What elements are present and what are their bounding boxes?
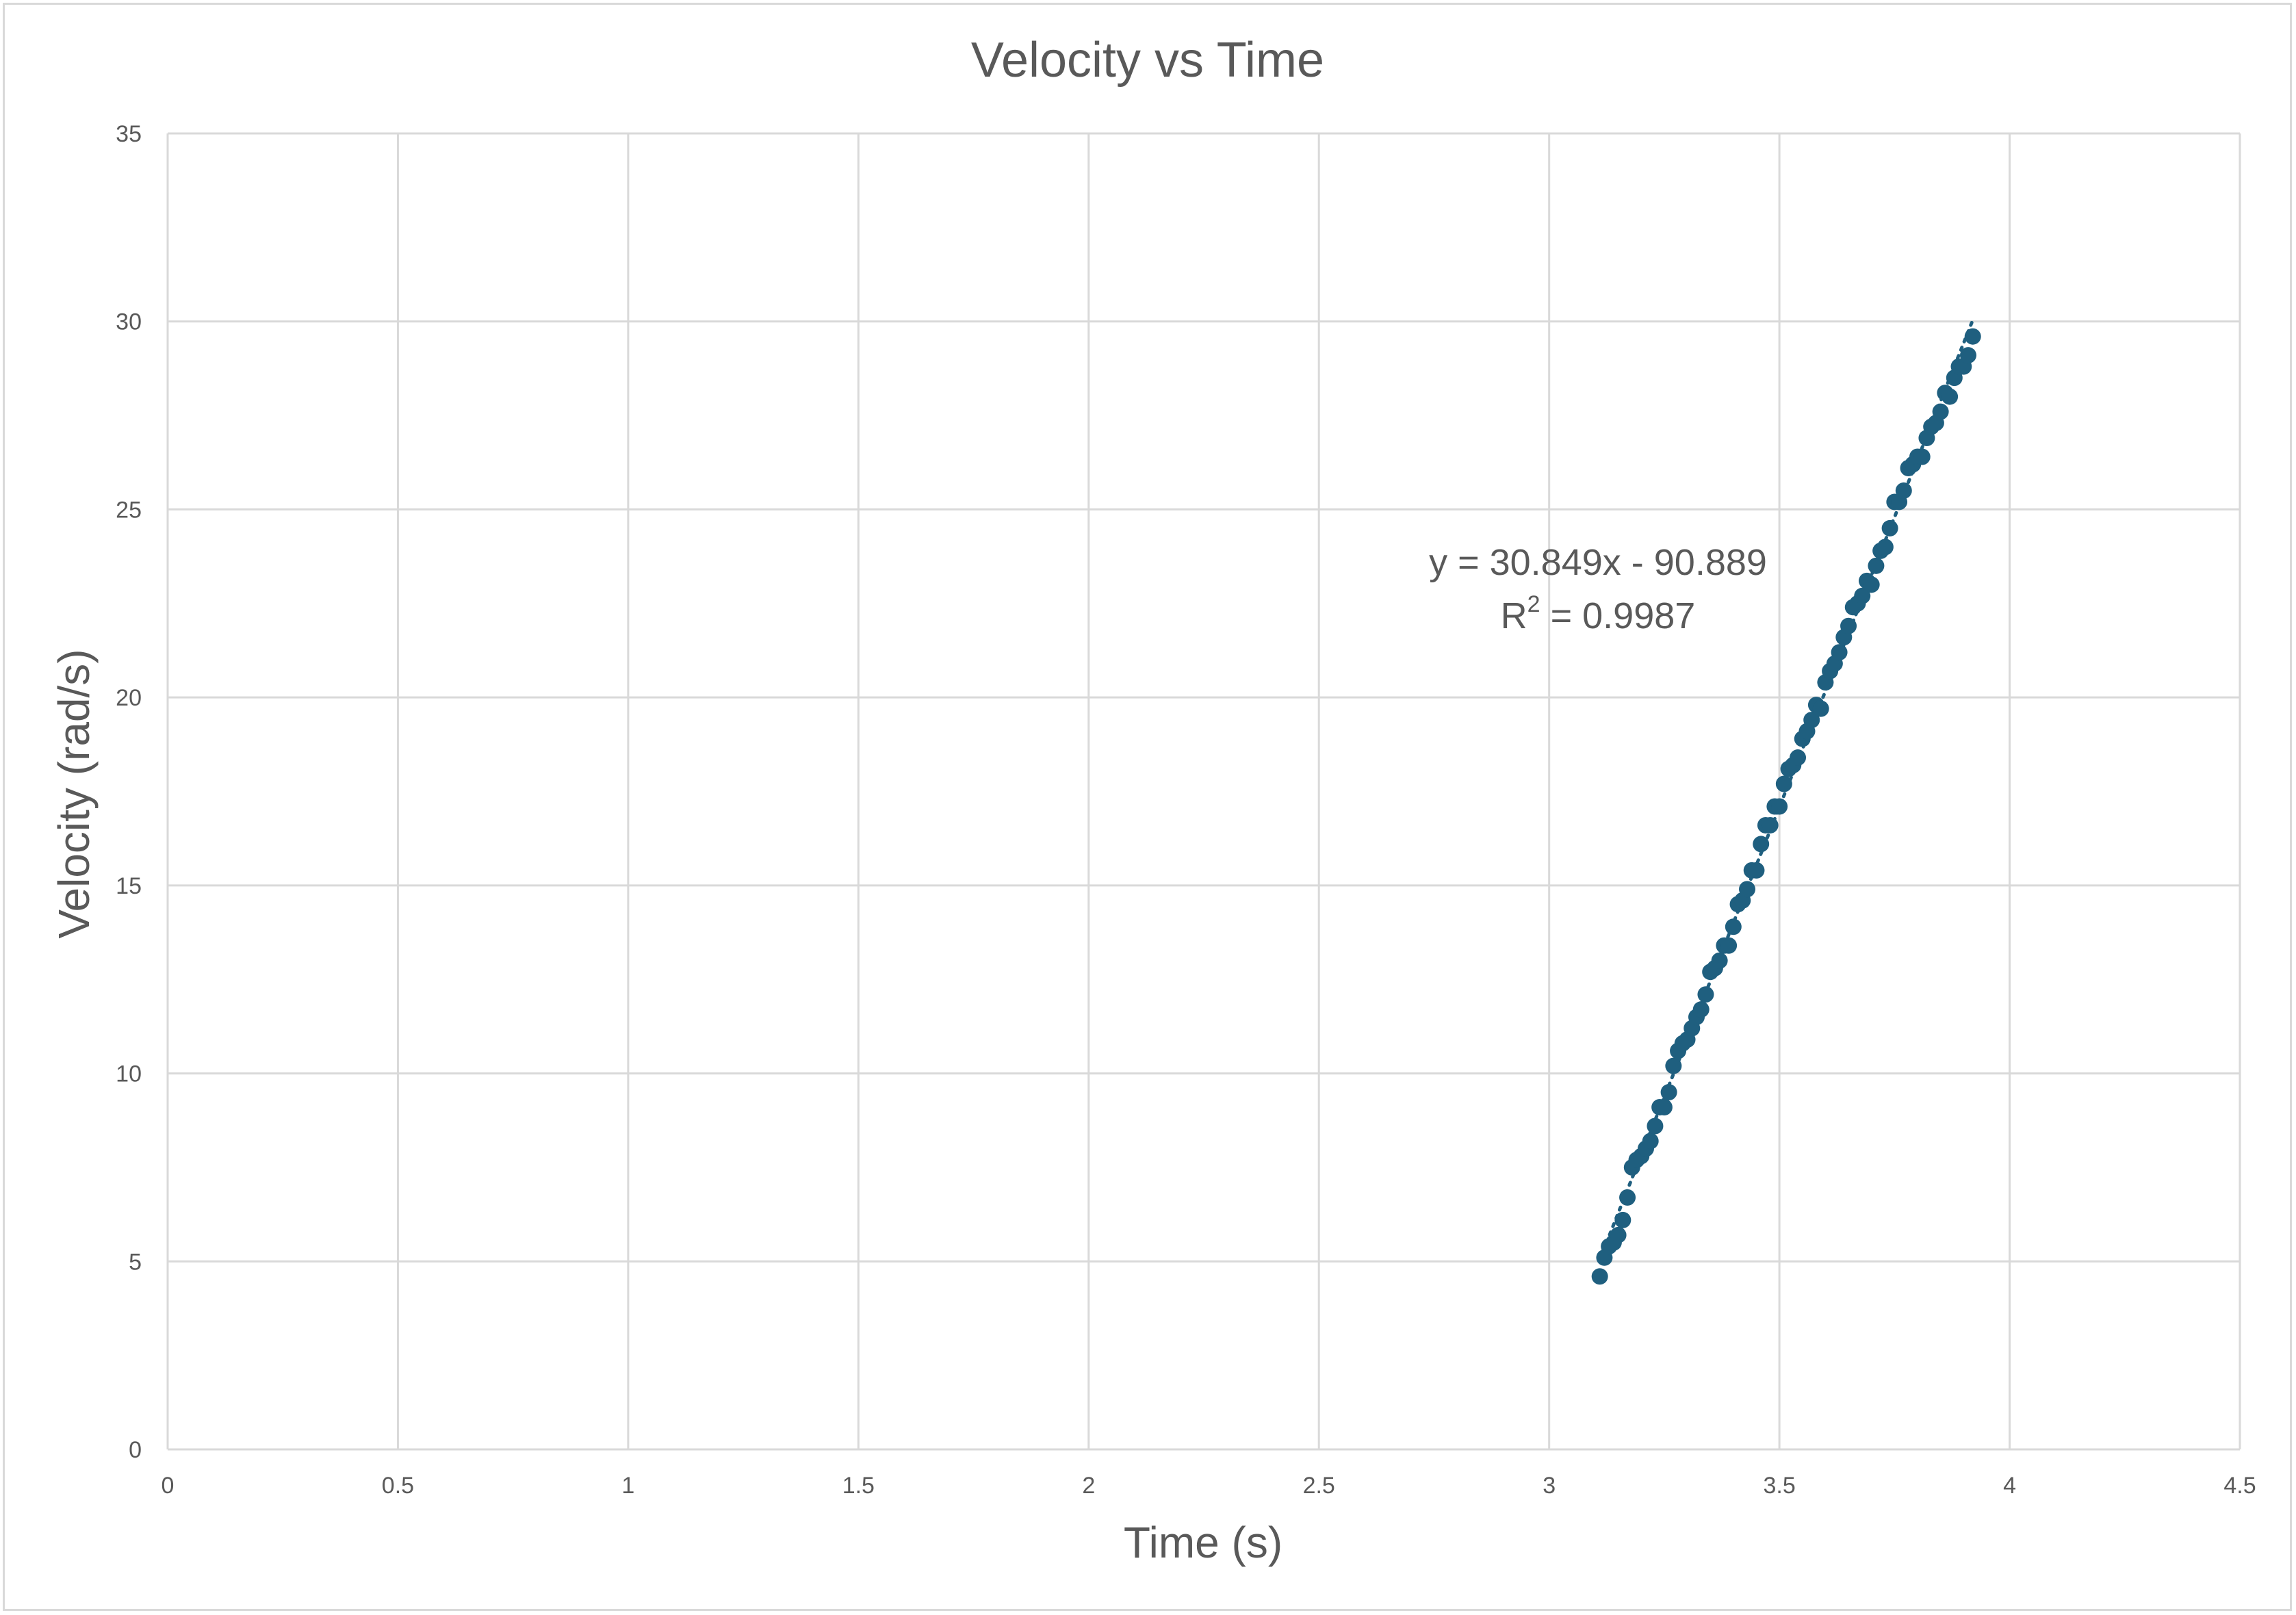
data-point <box>1854 587 1871 604</box>
chart-title: Velocity vs Time <box>971 33 1324 88</box>
data-point <box>1876 539 1894 556</box>
data-point <box>1775 775 1792 792</box>
y-tick-label: 15 <box>116 873 142 899</box>
data-point <box>1753 836 1770 853</box>
x-tick-label: 4 <box>2003 1473 2016 1499</box>
x-axis-title: Time (s) <box>1124 1518 1282 1567</box>
data-point <box>1591 1268 1608 1285</box>
data-point <box>1762 816 1779 834</box>
x-tick-labels: 0 0.5 1 1.5 2 2.5 3 3.5 4 4.5 <box>162 1473 2256 1499</box>
r-squared-prefix: R <box>1501 595 1527 636</box>
chart-frame <box>3 3 2292 1611</box>
data-point <box>1748 862 1765 879</box>
data-point <box>1692 1001 1710 1018</box>
r-squared-label: R2 = 0.9987 <box>1501 591 1696 636</box>
y-axis-title: Velocity (rad/s) <box>49 649 99 938</box>
data-point <box>1660 1084 1677 1101</box>
x-tick-label: 3 <box>1543 1473 1556 1499</box>
data-point <box>1665 1057 1682 1074</box>
data-point <box>1697 986 1714 1003</box>
y-tick-label: 25 <box>116 497 142 523</box>
data-point <box>1868 557 1885 574</box>
r-squared-value: = 0.9987 <box>1540 595 1696 636</box>
data-point <box>1739 881 1756 898</box>
data-point <box>1655 1099 1673 1116</box>
x-tick-label: 3.5 <box>1763 1473 1795 1499</box>
x-tick-label: 1.5 <box>842 1473 875 1499</box>
axes <box>166 133 2240 1451</box>
x-tick-label: 2 <box>1082 1473 1095 1499</box>
data-point <box>1964 328 1981 345</box>
data-point <box>1725 918 1742 935</box>
data-point <box>1959 347 1976 364</box>
data-point <box>1720 937 1738 954</box>
data-point <box>1840 617 1857 634</box>
data-point <box>1711 952 1728 969</box>
x-tick-label: 4.5 <box>2223 1473 2256 1499</box>
data-point <box>1614 1211 1631 1228</box>
y-tick-label: 20 <box>116 685 142 711</box>
data-point <box>1771 798 1788 815</box>
data-point <box>1913 448 1931 465</box>
r-squared-exponent: 2 <box>1527 591 1540 617</box>
data-points <box>1591 328 1981 1285</box>
data-point <box>1642 1133 1659 1150</box>
data-point <box>1895 482 1912 499</box>
y-tick-label: 5 <box>129 1249 142 1275</box>
data-point <box>1812 700 1829 717</box>
data-point <box>1610 1226 1627 1243</box>
x-tick-label: 0.5 <box>382 1473 414 1499</box>
data-point <box>1803 712 1820 729</box>
trendline-equation: y = 30.849x - 90.889 <box>1429 542 1767 583</box>
data-point <box>1942 388 1959 405</box>
y-tick-label: 10 <box>116 1061 142 1087</box>
y-tick-label: 30 <box>116 309 142 335</box>
data-point <box>1790 749 1807 766</box>
gridlines <box>168 132 2241 1449</box>
y-tick-label: 35 <box>116 121 142 147</box>
data-point <box>1647 1117 1664 1135</box>
data-point <box>1932 403 1949 420</box>
y-tick-labels: 0 5 10 15 20 25 30 35 <box>116 121 142 1463</box>
y-tick-label: 0 <box>129 1437 142 1463</box>
x-tick-label: 1 <box>621 1473 634 1499</box>
x-tick-label: 2.5 <box>1303 1473 1335 1499</box>
data-point <box>1881 519 1898 537</box>
data-point <box>1619 1189 1636 1206</box>
x-tick-label: 0 <box>162 1473 175 1499</box>
data-point <box>1831 644 1848 661</box>
data-point <box>1863 576 1880 593</box>
